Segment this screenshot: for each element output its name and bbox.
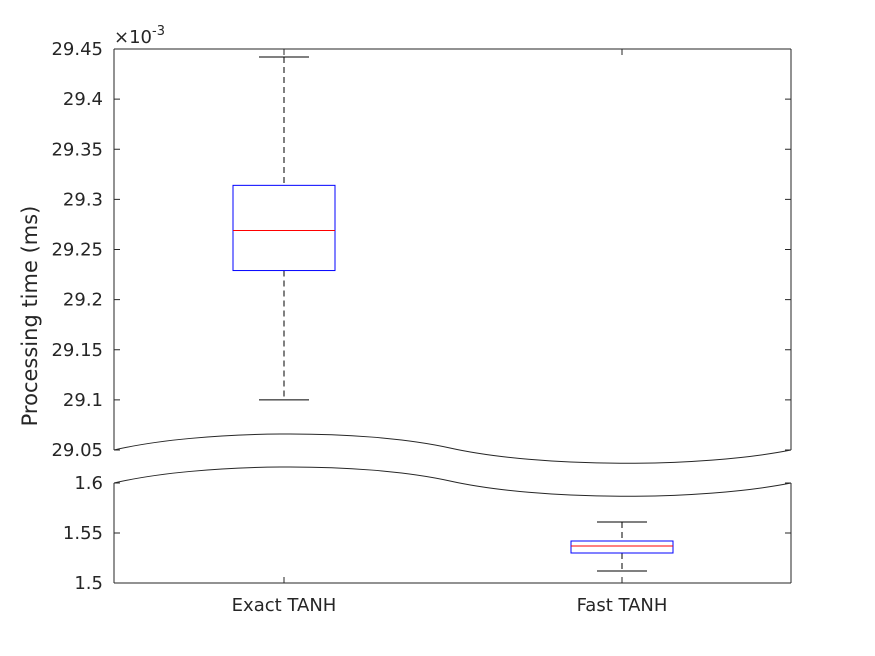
y-tick-label: 29.45 — [51, 39, 103, 60]
upper-boxes — [232, 56, 336, 401]
upper-x-ticks — [283, 49, 623, 55]
exponent-label: ×10-3 — [114, 24, 165, 48]
upper-break-curve — [113, 433, 792, 464]
y-tick-label: 29.1 — [63, 390, 103, 411]
y-tick-label: 1.5 — [74, 573, 103, 594]
upper-y-ticks: 29.05 29.1 29.15 29.2 29.25 29.3 29.35 29.4 29.4… — [51, 39, 791, 461]
iqr-box — [570, 540, 674, 554]
y-tick-label: 1.55 — [63, 523, 103, 544]
y-tick-label: 29.35 — [51, 139, 103, 160]
category-labels: Exact TANH Fast TANH — [232, 595, 668, 616]
y-tick-label: 29.4 — [63, 89, 103, 110]
exponent-base: ×10 — [114, 27, 152, 48]
y-tick-label: 29.2 — [63, 290, 103, 311]
lower-y-ticks: 1.5 1.55 1.6 — [63, 473, 791, 594]
lower-panel: 1.5 1.55 1.6 — [63, 466, 792, 594]
y-tick-label: 1.6 — [74, 473, 103, 494]
y-tick-label: 29.3 — [63, 189, 103, 210]
y-tick-label: 29.15 — [51, 340, 103, 361]
y-axis-label: Processing time (ms) — [18, 206, 42, 427]
category-label: Exact TANH — [232, 595, 337, 616]
exponent-power: -3 — [152, 24, 165, 39]
iqr-box — [232, 184, 336, 272]
y-tick-label: 29.25 — [51, 240, 103, 261]
upper-panel: 29.05 29.1 29.15 29.2 29.25 29.3 29.35 29.4 29.4… — [51, 39, 792, 464]
category-label: Fast TANH — [577, 595, 668, 616]
lower-x-ticks — [283, 577, 623, 583]
lower-boxes — [570, 521, 674, 572]
lower-break-curve — [113, 466, 792, 497]
y-tick-label: 29.05 — [51, 440, 103, 461]
